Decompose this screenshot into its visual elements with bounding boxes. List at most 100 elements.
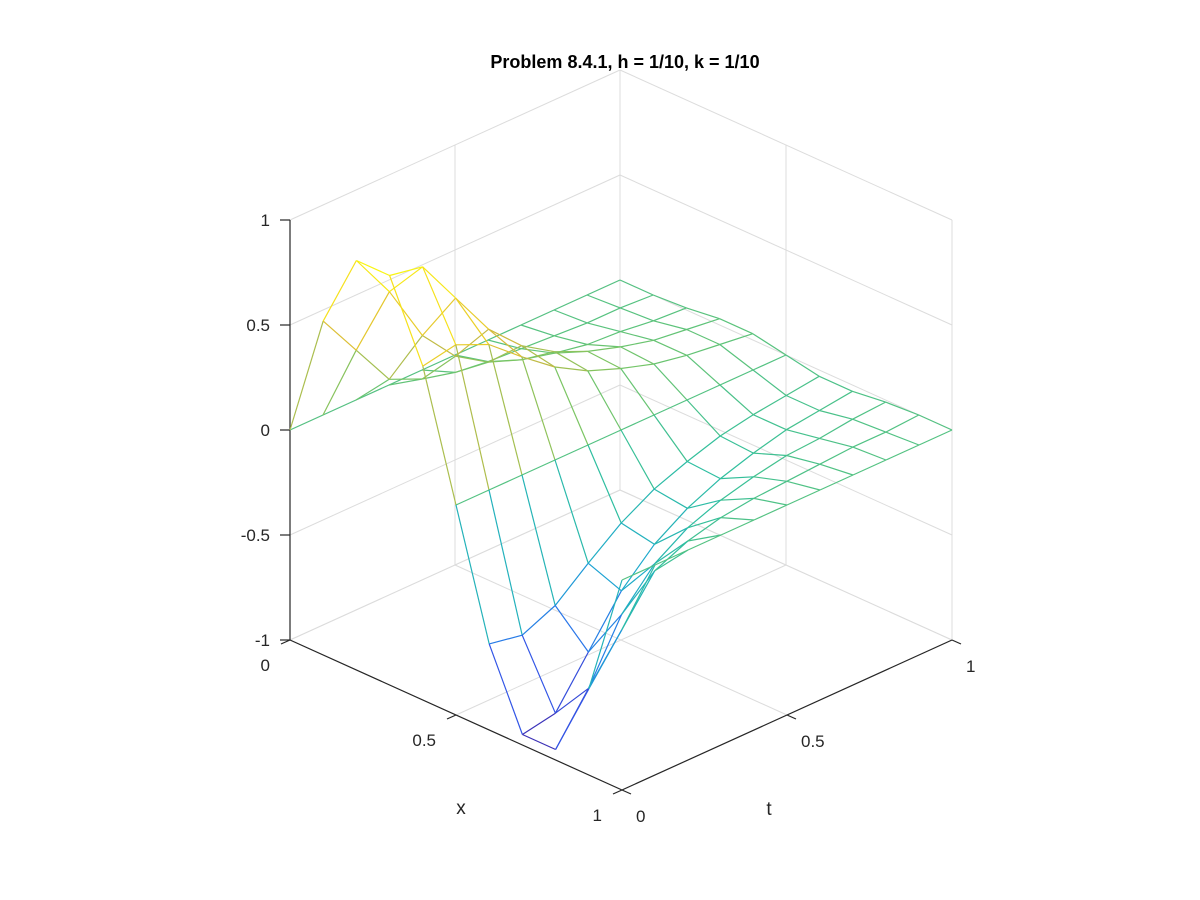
mesh-edge <box>455 361 489 373</box>
mesh-edge <box>521 356 556 461</box>
axes <box>280 219 962 795</box>
mesh-edge <box>620 488 655 524</box>
mesh-edge <box>852 401 886 420</box>
mesh-edge <box>355 291 390 351</box>
mesh-edge <box>455 355 489 363</box>
z-tick-label: 0 <box>261 421 270 440</box>
mesh-edge <box>554 335 588 346</box>
grid-line <box>619 384 953 536</box>
mesh-edge <box>686 460 721 480</box>
mesh-edge <box>388 369 423 386</box>
mesh-edge <box>587 346 621 352</box>
mesh-edge <box>653 328 687 341</box>
mesh-edge <box>553 294 588 311</box>
mesh-edge <box>554 459 589 564</box>
mesh-edge <box>687 499 721 509</box>
mesh-edge <box>687 499 721 529</box>
grid-line <box>289 174 621 326</box>
mesh-edge <box>719 435 754 454</box>
mesh-edge <box>686 343 720 356</box>
mesh-edge <box>786 454 820 465</box>
mesh-edge <box>752 369 787 396</box>
mesh-edge <box>488 344 523 476</box>
mesh-edge <box>422 371 456 380</box>
mesh-edge <box>654 527 688 545</box>
mesh-edge <box>620 363 654 370</box>
mesh-edge <box>620 346 655 365</box>
x-tick-label: 1 <box>593 806 602 825</box>
mesh-edge <box>587 322 621 333</box>
x-tick-mark <box>612 789 623 795</box>
mesh-edge <box>621 564 656 631</box>
mesh-edge <box>620 429 655 490</box>
mesh-edge <box>488 328 522 347</box>
mesh-edge <box>488 489 523 636</box>
mesh-edge <box>720 476 754 480</box>
mesh-edge <box>720 452 754 480</box>
mesh-edge <box>720 476 754 501</box>
mesh-edge <box>653 488 688 509</box>
mesh-edge <box>753 454 787 478</box>
mesh-edge <box>719 344 754 371</box>
mesh-edge <box>322 399 357 416</box>
x-axis-label: x <box>456 798 466 819</box>
mesh-edge <box>720 497 755 519</box>
mesh-edge <box>422 334 456 357</box>
mesh-edge <box>521 345 556 368</box>
mesh-edge <box>388 378 423 386</box>
mesh-edge <box>719 369 754 386</box>
mesh-edge <box>686 435 721 462</box>
mesh-edge <box>819 474 854 491</box>
mesh-edge <box>852 459 887 476</box>
mesh-edge <box>819 463 854 476</box>
mesh-edge <box>355 349 390 380</box>
x-tick-mark <box>446 714 457 720</box>
mesh-edge <box>719 318 754 335</box>
mesh-edge <box>455 344 490 491</box>
t-tick-mark <box>786 714 797 720</box>
mesh-edge <box>455 504 490 645</box>
mesh-edge <box>786 489 821 506</box>
mesh-edge <box>654 540 689 572</box>
mesh-edge <box>786 437 820 457</box>
mesh-edge <box>587 343 621 348</box>
z-tick-label: -0.5 <box>241 526 270 545</box>
mesh-edge <box>885 401 920 416</box>
mesh-edge <box>686 307 720 320</box>
mesh-edge <box>619 279 654 296</box>
mesh-edge <box>421 369 456 373</box>
x-tick-label: 0 <box>261 656 270 675</box>
mesh-edge <box>620 414 655 431</box>
mesh-edge <box>422 266 457 299</box>
grid-line <box>289 69 621 221</box>
mesh-edge <box>654 527 689 565</box>
mesh-edge <box>521 459 556 476</box>
mesh-edge <box>322 260 357 322</box>
mesh-edge <box>653 507 688 545</box>
z-tick-label: 1 <box>261 211 270 230</box>
mesh-edge <box>785 354 820 377</box>
mesh-edge <box>686 399 721 437</box>
mesh-edge <box>388 335 423 380</box>
mesh-edge <box>521 474 556 606</box>
t-tick-label: 0 <box>636 807 645 826</box>
mesh-edge <box>356 259 390 277</box>
mesh-edge <box>752 414 787 431</box>
mesh-edge <box>421 354 456 371</box>
mesh-edge <box>652 294 687 309</box>
mesh-edge <box>620 368 655 416</box>
mesh-edge <box>587 350 622 370</box>
mesh-edge <box>555 688 590 750</box>
grid-line <box>619 489 953 641</box>
mesh-edge <box>587 614 623 653</box>
mesh-edge <box>487 339 522 350</box>
mesh-edge <box>885 444 920 461</box>
mesh-edge <box>422 365 457 506</box>
t-tick-label: 0.5 <box>801 732 825 751</box>
mesh-edge <box>720 517 755 521</box>
mesh-edge <box>488 345 522 363</box>
mesh-edge <box>819 418 853 439</box>
mesh-edge <box>653 307 687 322</box>
mesh-edge <box>620 331 654 341</box>
t-tick-mark <box>951 639 962 645</box>
